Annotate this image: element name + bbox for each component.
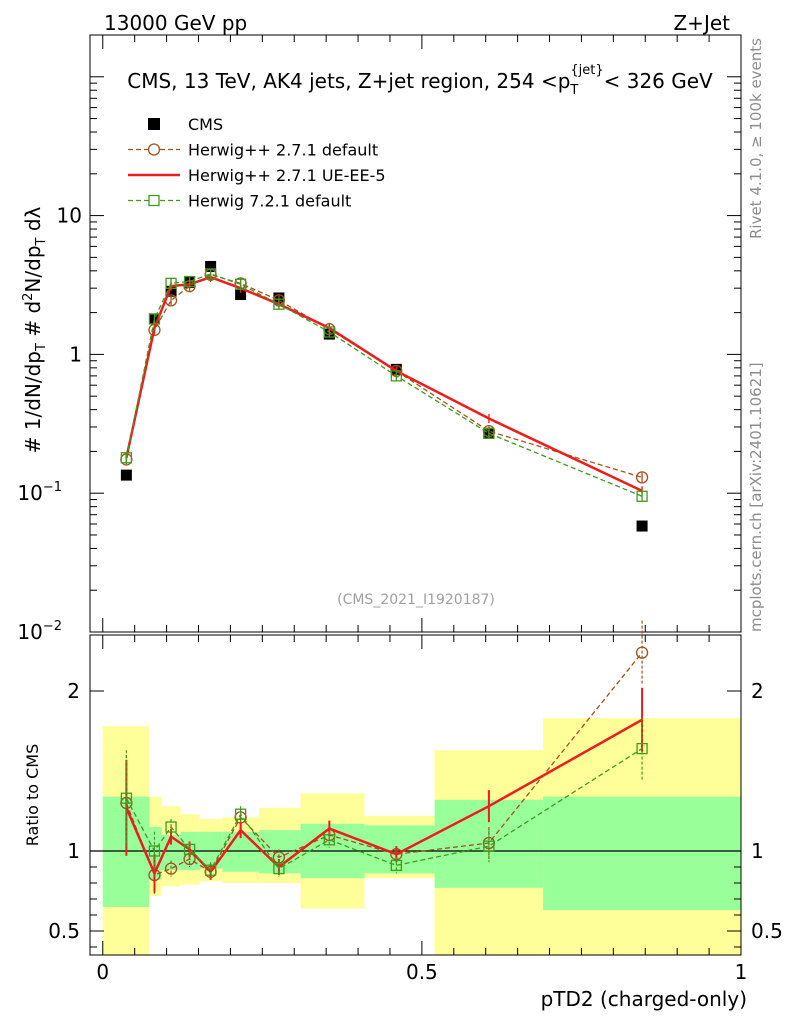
data-point <box>235 289 247 301</box>
legend-label: Herwig 7.2.1 default <box>188 192 351 211</box>
y-tick-label-exponent: −1 <box>43 480 62 495</box>
data-point <box>183 275 196 288</box>
ratio-point <box>635 646 649 659</box>
y-tick-label: 1 <box>69 342 82 366</box>
series-herwig-2-7-1-ue-ee-5 <box>125 272 643 496</box>
ratio-point <box>483 840 495 852</box>
legend-marker <box>148 194 160 207</box>
y-tick-label-base: 10 <box>17 620 42 644</box>
y-tick-label: 10−1 <box>17 480 62 505</box>
uncertainty-band-inner <box>161 835 181 871</box>
x-tick-label: 0.5 <box>406 960 438 984</box>
data-point <box>323 326 335 338</box>
series-herwig-2-7-1-default <box>120 268 649 484</box>
series-line-herwig-2-7-1-ue-ee-5 <box>125 275 643 492</box>
x-axis-label: pTD2 (charged-only) <box>541 987 747 1011</box>
ratio-y-tick-label-right: 0.5 <box>751 919 783 943</box>
data-point <box>636 490 648 502</box>
data-point <box>148 313 161 325</box>
legend-item-herwig-7-2-1-default: Herwig 7.2.1 default <box>128 192 351 211</box>
legend-item-cms: CMS <box>148 115 223 134</box>
y-tick-label-exponent: −2 <box>43 619 62 634</box>
ratio-y-tick-label-right: 2 <box>751 679 764 703</box>
data-point <box>390 370 403 382</box>
series-line-herwig-2-7-1-default <box>125 274 643 479</box>
title-part-a: CMS, 13 TeV, AK4 jets, Z+jet region, 254… <box>127 69 570 93</box>
side-text-bottom: mcplots.cern.ch [arXiv:2401.10621] <box>747 362 765 632</box>
main-frame <box>89 34 742 633</box>
header-right: Z+Jet <box>673 11 730 35</box>
ratio-point <box>234 808 247 820</box>
ratio-series-herwig-7-2-1-default <box>120 716 648 879</box>
data-point <box>636 520 648 532</box>
series-herwig-7-2-1-default <box>120 268 648 502</box>
ratio-point <box>273 862 285 875</box>
x-tick-label: 1 <box>735 960 748 984</box>
series-line-herwig-7-2-1-default <box>125 273 643 497</box>
data-point <box>165 277 177 289</box>
main-plot-panel: CMS, 13 TeV, AK4 jets, Z+jet region, 254… <box>17 34 742 644</box>
y-tick-label-base: 10 <box>17 481 42 505</box>
data-point <box>635 471 649 484</box>
data-point <box>205 260 217 272</box>
title-part-sup: {jet} <box>570 63 603 78</box>
data-point <box>273 298 285 310</box>
legend-item-herwig-2-7-1-default: Herwig++ 2.7.1 default <box>128 141 378 160</box>
main-title: CMS, 13 TeV, AK4 jets, Z+jet region, 254… <box>127 63 713 98</box>
ratio-point <box>204 864 217 876</box>
ratio-point <box>120 792 133 804</box>
data-point <box>234 278 247 290</box>
data-point <box>120 469 132 481</box>
analysis-id: (CMS_2021_I1920187) <box>337 592 495 608</box>
ratio-point <box>636 742 648 755</box>
main-ylabel: # 1/dN/dpT # d2N/dpT dλ <box>21 206 49 453</box>
legend-label: Herwig++ 2.7.1 default <box>188 141 378 160</box>
y-tick-label: 10 <box>57 204 82 228</box>
ratio-point <box>183 843 196 856</box>
legend-marker <box>147 143 161 156</box>
ratio-point <box>164 862 178 875</box>
main-series <box>120 260 649 532</box>
svg-text:# 1/dN/dpT # d2N/dpT dλ: # 1/dN/dpT # d2N/dpT dλ <box>21 206 49 453</box>
title-part-b: < 326 GeV <box>604 69 713 93</box>
legend-marker <box>148 118 160 130</box>
ratio-point <box>390 859 403 872</box>
uncertainty-band-inner <box>543 796 741 911</box>
ratio-point <box>148 845 161 857</box>
ratio-y-tick-label-left: 1 <box>67 839 80 863</box>
header-left: 13000 GeV pp <box>104 11 247 35</box>
ratio-y-tick-label-left: 0.5 <box>48 919 80 943</box>
data-point <box>165 285 177 297</box>
y-tick-label: 10−2 <box>17 619 62 644</box>
ratio-ylabel: Ratio to CMS <box>23 744 42 846</box>
series-cms <box>120 260 648 532</box>
ratio-axis-ticks: 0.5 0.51 12 20 0.5 1 <box>48 635 783 984</box>
data-point <box>483 427 495 439</box>
ratio-y-tick-label-left: 2 <box>67 679 80 703</box>
legend-label: Herwig++ 2.7.1 UE-EE-5 <box>188 166 386 185</box>
legend-item-herwig-2-7-1-ue-ee-5: Herwig++ 2.7.1 UE-EE-5 <box>128 166 386 185</box>
ratio-point <box>165 821 177 833</box>
legend: CMS Herwig++ 2.7.1 default Herwig++ 2.7.1 … <box>128 115 386 211</box>
ratio-plot-panel: 0.5 0.51 12 20 0.5 1 <box>48 620 783 984</box>
data-point <box>204 268 217 280</box>
x-tick-label: 0 <box>96 960 109 984</box>
legend-label: CMS <box>188 115 223 134</box>
title-part-sub: T <box>569 83 578 98</box>
side-text-top: Rivet 4.1.0, ≥ 100k events <box>747 38 765 239</box>
ratio-y-tick-label-right: 1 <box>751 839 764 863</box>
ratio-frame <box>89 634 742 956</box>
ratio-point <box>323 834 335 846</box>
data-point <box>120 452 133 464</box>
ratio-series <box>120 620 649 895</box>
